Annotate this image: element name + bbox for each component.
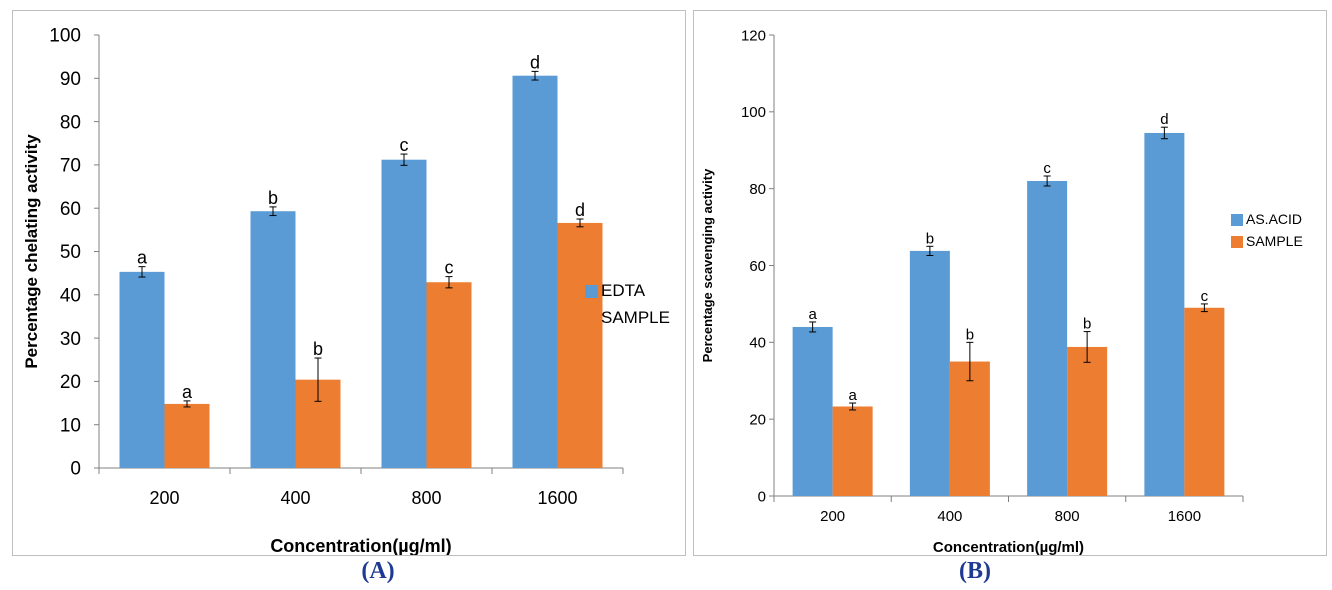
y-tick-label: 40 bbox=[60, 285, 81, 306]
y-tick-label: 60 bbox=[60, 199, 81, 220]
y-tick-label: 0 bbox=[70, 459, 81, 480]
bar bbox=[949, 361, 990, 496]
chart-panel-a: 0 10 20 30 40 50 60 70 80 90 100 200 400 800 1600 a b c d a… bbox=[12, 10, 686, 556]
legend-swatch bbox=[585, 312, 598, 325]
significance-letter: b bbox=[313, 339, 323, 359]
x-tick-label: 200 bbox=[820, 508, 845, 525]
bar bbox=[1184, 307, 1225, 496]
x-tick-label: 200 bbox=[149, 488, 179, 508]
significance-letter: a bbox=[137, 248, 148, 268]
y-axis-title: Percentage chelating activity bbox=[22, 134, 41, 369]
significance-letter: a bbox=[182, 382, 193, 402]
x-axis-title: Concentration(µg/ml) bbox=[933, 539, 1084, 555]
chart-a-svg: 0 10 20 30 40 50 60 70 80 90 100 200 400 800 1600 a b c d a… bbox=[22, 26, 670, 556]
y-tick-label: 100 bbox=[741, 104, 766, 121]
legend-swatch bbox=[1231, 214, 1243, 226]
bar bbox=[512, 75, 558, 469]
bar bbox=[250, 211, 296, 468]
panel-label-a: (A) bbox=[361, 558, 395, 584]
y-tick-label: 20 bbox=[60, 372, 81, 393]
bar bbox=[1067, 346, 1108, 496]
bar bbox=[426, 282, 472, 468]
chart-panel-b: 0 20 40 60 80 100 120 200 400 800 1600 a b c d a b b c Perc… bbox=[693, 10, 1327, 556]
legend-label: EDTA bbox=[601, 281, 646, 300]
legend-label: AS.ACID bbox=[1246, 211, 1302, 227]
panel-label-b: (B) bbox=[959, 558, 991, 584]
significance-letter: d bbox=[575, 200, 585, 220]
y-tick-label: 0 bbox=[758, 488, 766, 505]
legend-label: SAMPLE bbox=[1246, 233, 1303, 249]
bar bbox=[164, 403, 210, 468]
significance-letter: b bbox=[926, 230, 934, 247]
x-tick-label: 400 bbox=[937, 508, 962, 525]
significance-letter: b bbox=[1083, 316, 1091, 333]
bar bbox=[1027, 180, 1068, 496]
bar bbox=[832, 406, 873, 496]
significance-letter: c bbox=[445, 258, 454, 278]
y-tick-label: 20 bbox=[749, 411, 766, 428]
x-tick-label: 800 bbox=[411, 488, 441, 508]
y-tick-label: 40 bbox=[749, 335, 766, 352]
x-axis-title: Concentration(µg/ml) bbox=[270, 536, 451, 555]
legend-swatch bbox=[585, 285, 598, 298]
y-tick-label: 70 bbox=[60, 156, 81, 177]
significance-letter: c bbox=[1201, 288, 1209, 305]
bar bbox=[1144, 132, 1185, 496]
y-tick-label: 10 bbox=[60, 415, 81, 436]
y-tick-label: 120 bbox=[741, 27, 766, 44]
significance-letter: b bbox=[966, 326, 974, 343]
y-tick-label: 60 bbox=[749, 258, 766, 275]
y-axis-title: Percentage scavenging activity bbox=[700, 168, 715, 362]
y-tick-label: 80 bbox=[749, 181, 766, 198]
significance-letter: a bbox=[848, 387, 857, 404]
bar bbox=[909, 250, 950, 496]
bar bbox=[557, 222, 603, 468]
significance-letter: d bbox=[530, 52, 540, 72]
x-tick-label: 1600 bbox=[1168, 508, 1201, 525]
y-tick-label: 90 bbox=[60, 69, 81, 90]
significance-letter: a bbox=[808, 306, 817, 323]
bar bbox=[119, 271, 165, 468]
bar bbox=[792, 326, 833, 496]
significance-letter: b bbox=[268, 188, 278, 208]
legend-label: SAMPLE bbox=[601, 308, 670, 327]
y-tick-label: 30 bbox=[60, 329, 81, 350]
y-tick-label: 100 bbox=[49, 26, 81, 47]
x-tick-label: 1600 bbox=[537, 488, 577, 508]
significance-letter: c bbox=[400, 135, 409, 155]
legend-swatch bbox=[1231, 236, 1243, 248]
bar bbox=[381, 159, 427, 469]
x-tick-label: 800 bbox=[1055, 508, 1080, 525]
significance-letter: c bbox=[1043, 160, 1051, 177]
y-tick-label: 50 bbox=[60, 242, 81, 263]
significance-letter: d bbox=[1160, 111, 1168, 128]
y-tick-label: 80 bbox=[60, 112, 81, 133]
x-tick-label: 400 bbox=[280, 488, 310, 508]
chart-b-svg: 0 20 40 60 80 100 120 200 400 800 1600 a b c d a b b c Perc… bbox=[700, 27, 1303, 556]
